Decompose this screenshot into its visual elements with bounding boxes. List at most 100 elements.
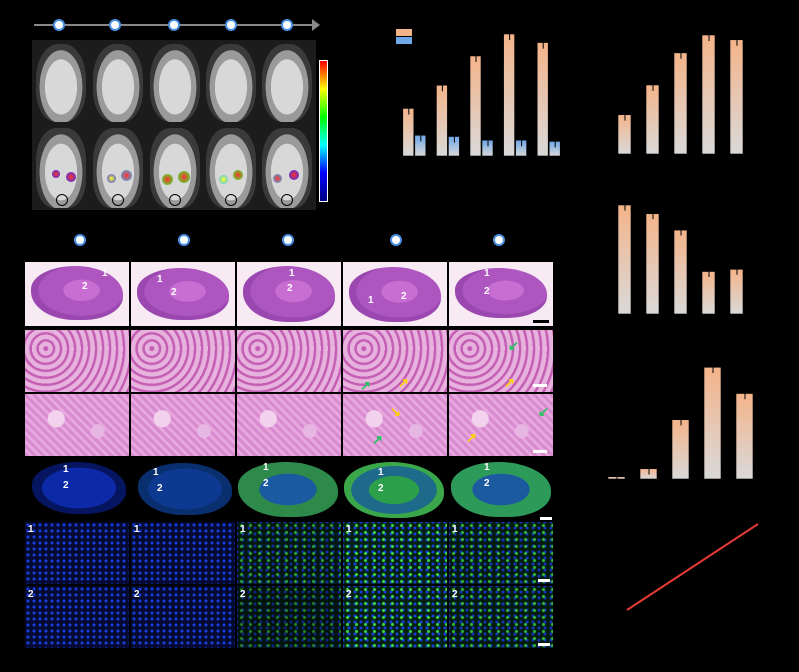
he-zoom-tile	[449, 330, 553, 392]
row-label: 2	[346, 589, 352, 600]
chart-b	[398, 27, 568, 157]
if-whole-section	[238, 462, 338, 517]
he-zoom-tile	[131, 394, 235, 456]
he-zoom-tile	[343, 330, 447, 392]
chart-c	[611, 28, 753, 155]
scale-bar	[533, 384, 547, 387]
fluorescence-spot	[178, 171, 190, 183]
if-zoom-tile	[449, 522, 553, 584]
region-label: 1	[368, 295, 374, 306]
bar	[414, 134, 427, 157]
fluorescence-spot	[121, 170, 132, 181]
he-whole-tile	[131, 262, 235, 326]
timeline-dot	[283, 21, 291, 29]
timeline-dot	[170, 21, 178, 29]
scale-bar	[538, 579, 550, 582]
row-label: 2	[28, 589, 34, 600]
he-zoom-tile	[343, 394, 447, 456]
row-label: 1	[134, 524, 140, 535]
row-label: 2	[452, 589, 458, 600]
chart-d	[611, 199, 753, 315]
he-zoom-tile	[449, 394, 553, 456]
region-label: 2	[263, 478, 269, 489]
if-zoom-tile	[25, 586, 129, 648]
green-arrow-icon: ↗	[372, 432, 383, 447]
bar	[735, 393, 754, 480]
bladder-marker	[169, 194, 181, 206]
yellow-arrow-icon: ↗	[466, 430, 477, 445]
timeline-dot	[180, 236, 188, 244]
timeline-dot	[111, 21, 119, 29]
if-zoom-tile	[25, 522, 129, 584]
if-zoom-tile	[131, 522, 235, 584]
fluorescence-spot	[289, 170, 299, 180]
mouse-image	[93, 44, 143, 122]
he-whole-tile	[343, 262, 447, 326]
chart-f	[626, 523, 759, 611]
if-zoom-tile	[131, 586, 235, 648]
chart-e	[601, 361, 763, 483]
region-label: 2	[157, 483, 163, 494]
he-whole-tile	[449, 262, 553, 326]
he-whole-tile	[25, 262, 129, 326]
timeline-arrowhead	[312, 19, 320, 31]
bar	[673, 229, 688, 315]
row-label: 1	[346, 524, 352, 535]
green-arrow-icon: ↙	[508, 338, 519, 353]
region-label: 2	[82, 281, 88, 292]
region-label: 1	[378, 467, 384, 478]
bar	[469, 55, 482, 157]
scale-bar	[533, 320, 549, 323]
bar	[729, 269, 744, 315]
fluorescence-spot	[273, 174, 282, 183]
bladder-marker	[56, 194, 68, 206]
row-label: 2	[134, 589, 140, 600]
region-label: 2	[401, 291, 407, 302]
row-label: 1	[452, 524, 458, 535]
mouse-image	[206, 44, 256, 122]
region-label: 2	[484, 286, 490, 297]
timeline-dot	[392, 236, 400, 244]
if-zoom-tile	[237, 586, 341, 648]
he-zoom-tile	[25, 394, 129, 456]
timeline-dot	[76, 236, 84, 244]
bar	[703, 366, 722, 480]
region-label: 1	[289, 268, 295, 279]
region-label: 1	[102, 268, 108, 279]
bar	[515, 139, 527, 157]
yellow-arrow-icon: ↘	[390, 404, 401, 419]
region-label: 2	[287, 283, 293, 294]
green-arrow-icon: ↗	[360, 378, 371, 393]
region-label: 2	[63, 480, 69, 491]
if-whole-section	[344, 462, 444, 518]
bladder-marker	[281, 194, 293, 206]
legend-swatch-blue	[395, 36, 413, 45]
region-label: 1	[263, 462, 269, 473]
fluorescence-spot	[162, 174, 173, 185]
bar	[729, 39, 744, 155]
row-label: 2	[240, 589, 246, 600]
timeline-dot	[55, 21, 63, 29]
if-zoom-tile	[343, 522, 447, 584]
bar	[503, 33, 515, 157]
if-zoom-tile	[343, 586, 447, 648]
mouse-image	[36, 44, 86, 122]
fluorescence-spot	[219, 175, 228, 184]
bladder-marker	[112, 194, 124, 206]
row-label: 1	[28, 524, 34, 535]
bar	[645, 213, 660, 315]
bar	[617, 204, 632, 315]
bar	[536, 42, 549, 157]
series-line	[626, 523, 759, 611]
region-label: 1	[484, 462, 490, 473]
fluorescence-spot	[52, 170, 60, 178]
timeline-dot	[495, 236, 503, 244]
region-label: 2	[378, 483, 384, 494]
region-label: 1	[63, 464, 69, 475]
scale-bar	[538, 643, 550, 646]
row-label: 1	[240, 524, 246, 535]
color-scale-bar	[319, 60, 328, 202]
region-label: 1	[484, 268, 490, 279]
bar	[448, 136, 460, 157]
mouse-image	[262, 44, 312, 122]
